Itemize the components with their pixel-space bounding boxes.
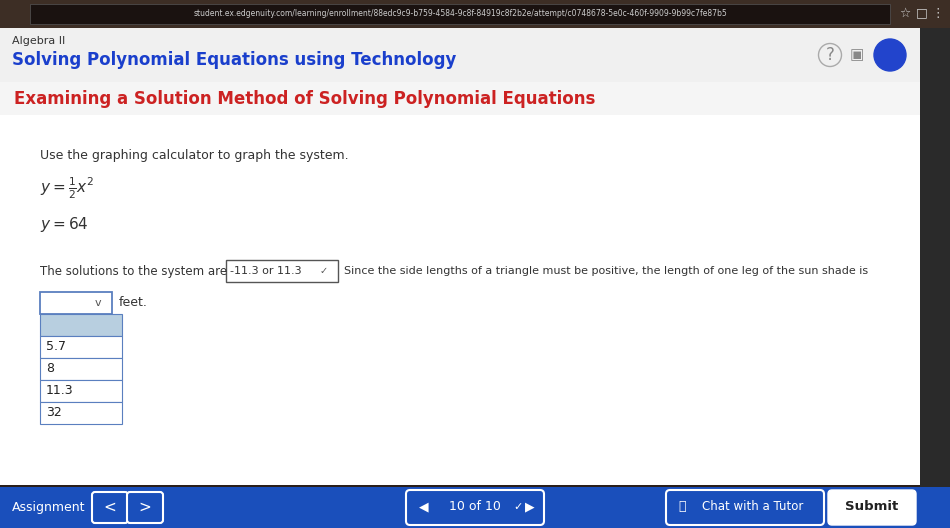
- Text: ◀: ◀: [419, 501, 428, 514]
- Bar: [40, 380, 122, 402]
- Text: 32: 32: [46, 407, 62, 420]
- Text: $y = 64$: $y = 64$: [40, 215, 88, 234]
- Text: >: >: [139, 499, 151, 514]
- Text: Assignment: Assignment: [12, 501, 86, 514]
- Text: student.ex.edgenuity.com/learning/enrollment/88edc9c9-b759-4584-9c8f-84919c8f2b2: student.ex.edgenuity.com/learning/enroll…: [193, 10, 727, 18]
- Text: v: v: [95, 298, 102, 308]
- Bar: [30, 4, 890, 24]
- Text: Solving Polynomial Equations using Technology: Solving Polynomial Equations using Techn…: [12, 51, 456, 69]
- Bar: [0, 0, 950, 28]
- Text: ☆: ☆: [900, 6, 911, 20]
- FancyBboxPatch shape: [406, 490, 544, 525]
- Text: -11.3 or 11.3: -11.3 or 11.3: [230, 266, 302, 276]
- Text: Algebra II: Algebra II: [12, 36, 66, 46]
- Bar: [0, 115, 920, 485]
- Text: <: <: [104, 499, 116, 514]
- Bar: [0, 28, 930, 82]
- Text: ▶: ▶: [525, 501, 535, 514]
- Text: feet.: feet.: [119, 297, 148, 309]
- FancyBboxPatch shape: [828, 490, 916, 525]
- Circle shape: [874, 39, 906, 71]
- Bar: [40, 358, 122, 380]
- Text: ?: ?: [826, 46, 834, 64]
- FancyBboxPatch shape: [127, 492, 163, 523]
- Text: Chat with a Tutor: Chat with a Tutor: [702, 501, 804, 514]
- Text: ✓: ✓: [320, 266, 328, 276]
- Text: Examining a Solution Method of Solving Polynomial Equations: Examining a Solution Method of Solving P…: [14, 90, 596, 108]
- Text: 8: 8: [46, 363, 54, 375]
- Bar: [40, 314, 122, 336]
- Text: 11.3: 11.3: [46, 384, 74, 398]
- FancyBboxPatch shape: [666, 490, 824, 525]
- Text: ✓: ✓: [513, 502, 522, 512]
- Bar: [226, 260, 338, 282]
- Text: 🔊: 🔊: [678, 501, 686, 514]
- Text: SM: SM: [880, 49, 901, 61]
- Bar: [920, 28, 950, 528]
- Text: Submit: Submit: [846, 501, 899, 514]
- Text: The solutions to the system are: The solutions to the system are: [40, 265, 227, 278]
- Text: $y = \frac{1}{2}x^2$: $y = \frac{1}{2}x^2$: [40, 175, 94, 201]
- Bar: [0, 487, 950, 528]
- Text: Since the side lengths of a triangle must be positive, the length of one leg of : Since the side lengths of a triangle mus…: [344, 266, 868, 276]
- Bar: [40, 292, 112, 314]
- Text: Use the graphing calculator to graph the system.: Use the graphing calculator to graph the…: [40, 148, 349, 162]
- Text: ⋮: ⋮: [932, 6, 944, 20]
- Bar: [0, 82, 920, 115]
- Bar: [40, 402, 122, 424]
- Text: 10 of 10: 10 of 10: [449, 501, 501, 514]
- Text: 5.7: 5.7: [46, 341, 66, 354]
- Text: □: □: [916, 6, 928, 20]
- Text: ▣: ▣: [850, 48, 864, 62]
- FancyBboxPatch shape: [92, 492, 128, 523]
- Bar: [40, 336, 122, 358]
